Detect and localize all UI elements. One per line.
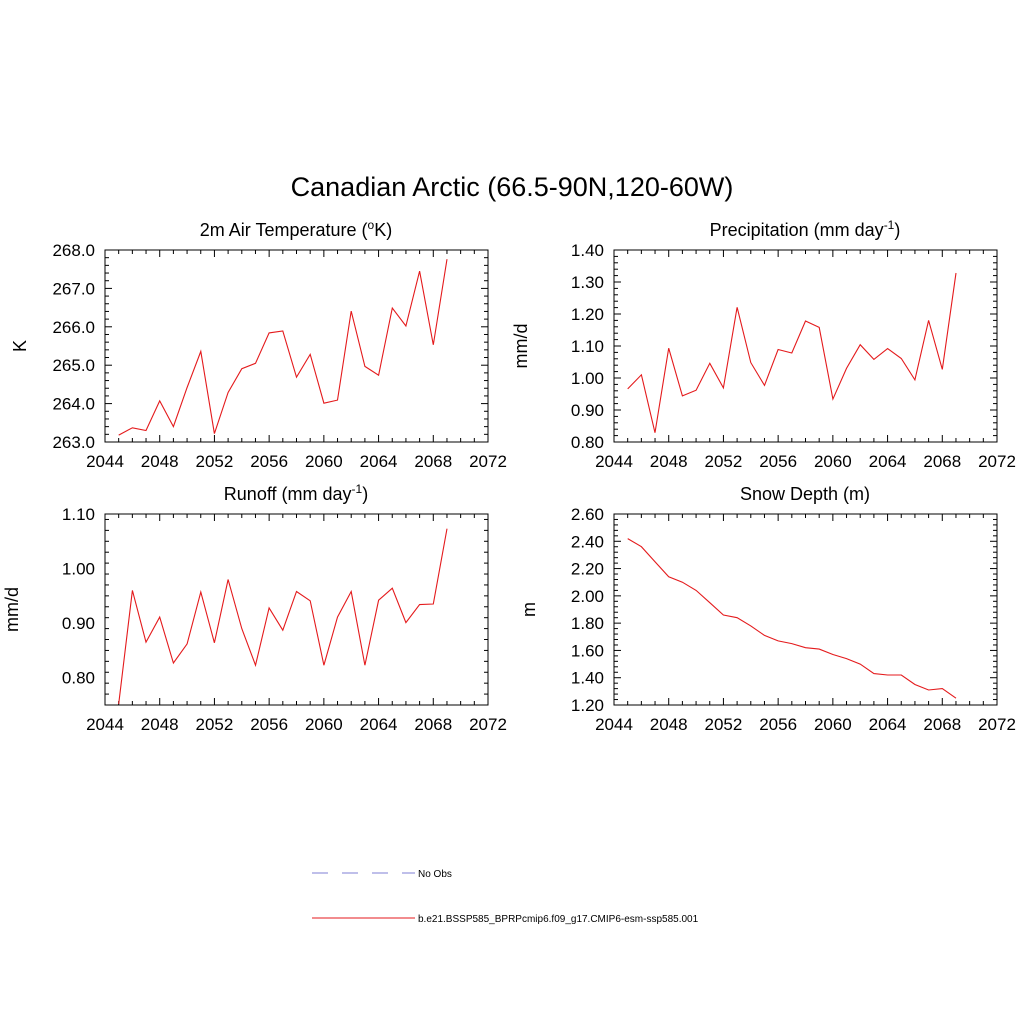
y-tick-label: 1.40 [571,669,604,688]
x-tick-label: 2044 [595,452,633,471]
panel-title-main: Precipitation (mm day [710,220,884,240]
y-axis-label: mm/d [511,324,531,369]
x-tick-label: 2072 [978,715,1016,734]
y-tick-label: 0.80 [571,433,604,452]
y-tick-label: 263.0 [52,433,95,452]
y-tick-label: 2.20 [571,560,604,579]
x-tick-label: 2052 [196,715,234,734]
x-tick-label: 2072 [469,452,507,471]
legend-obs-label: No Obs [418,869,452,880]
y-tick-label: 1.00 [62,560,95,579]
x-tick-label: 2068 [414,715,452,734]
x-tick-label: 2068 [923,452,961,471]
legend: No Obs b.e21.BSSP585_BPRPcmip6.f09_g17.C… [312,869,699,925]
x-tick-label: 2048 [650,715,688,734]
panel-title-main: Snow Depth (m) [740,484,870,504]
panel-title: Precipitation (mm day-1) [710,218,901,240]
chart-panel-2: 2044 2048 2052 2056 2060 2064 2068 2072 0.80 0.90… [511,218,1016,471]
x-tick-label: 2060 [305,715,343,734]
y-tick-label: 1.20 [571,305,604,324]
x-tick-label: 2060 [814,452,852,471]
panel-title-main: 2m Air Temperature ( [200,220,368,240]
x-tick-label: 2056 [759,452,797,471]
chart-panel-1: 2044 2048 2052 2056 2060 2064 2068 2072 263.0 264… [10,218,507,471]
y-axis-label: K [10,340,30,352]
y-tick-label: 1.00 [571,369,604,388]
y-tick-label: 2.00 [571,587,604,606]
chart-panel-4: 2044 2048 2052 2056 2060 2064 2068 2072 1.20 1.40… [519,484,1016,734]
y-tick-label: 264.0 [52,395,95,414]
y-tick-label: 2.60 [571,505,604,524]
x-tick-label: 2064 [360,452,398,471]
x-tick-label: 2056 [250,715,288,734]
y-tick-label: 0.90 [62,614,95,633]
y-tick-label: 1.60 [571,641,604,660]
x-tick-label: 2044 [86,452,124,471]
y-tick-label: 0.80 [62,669,95,688]
x-tick-label: 2048 [141,452,179,471]
x-tick-label: 2056 [250,452,288,471]
plot-frame [104,513,489,706]
plot-frame [613,513,998,706]
x-tick-label: 2052 [196,452,234,471]
x-tick-label: 2068 [923,715,961,734]
x-tick-label: 2060 [814,715,852,734]
panel-title-superscript: o [368,218,375,232]
figure-title: Canadian Arctic (66.5-90N,120-60W) [291,172,734,202]
legend-model-label: b.e21.BSSP585_BPRPcmip6.f09_g17.CMIP6-es… [418,914,699,925]
x-tick-label: 2072 [469,715,507,734]
y-tick-label: 265.0 [52,356,95,375]
y-tick-label: 2.40 [571,532,604,551]
panel-title: Runoff (mm day-1) [224,482,368,504]
y-tick-label: 1.40 [571,241,604,260]
x-tick-label: 2068 [414,452,452,471]
panel-title-superscript: -1 [884,218,895,232]
x-tick-label: 2060 [305,452,343,471]
panel-title-tail: ) [362,484,368,504]
model-series-line [627,272,957,433]
x-tick-label: 2044 [595,715,633,734]
x-tick-label: 2064 [869,452,907,471]
y-tick-label: 1.10 [62,505,95,524]
y-tick-label: 268.0 [52,241,95,260]
x-tick-label: 2048 [650,452,688,471]
plot-frame [613,249,998,443]
panel-title-tail: ) [894,220,900,240]
y-tick-label: 266.0 [52,318,95,337]
model-series-line [118,528,448,704]
y-axis-label: mm/d [2,587,22,632]
y-tick-label: 1.30 [571,273,604,292]
x-tick-label: 2048 [141,715,179,734]
plot-frame [104,249,489,443]
y-tick-label: 0.90 [571,401,604,420]
chart-panels: 2044 2048 2052 2056 2060 2064 2068 2072 263.0 264… [2,218,1016,734]
panel-title-main: Runoff (mm day [224,484,352,504]
x-tick-label: 2056 [759,715,797,734]
x-tick-label: 2052 [705,715,743,734]
model-series-line [627,538,957,699]
y-axis-label: m [519,602,539,617]
panel-title: 2m Air Temperature (oK) [200,218,392,240]
model-series-line [118,259,448,436]
x-tick-label: 2064 [869,715,907,734]
x-tick-label: 2064 [360,715,398,734]
panel-title: Snow Depth (m) [740,484,870,504]
x-tick-label: 2052 [705,452,743,471]
y-tick-label: 1.20 [571,696,604,715]
panel-title-superscript: -1 [352,482,363,496]
y-tick-label: 1.80 [571,614,604,633]
chart-panel-3: 2044 2048 2052 2056 2060 2064 2068 2072 0.80 0.90… [2,482,507,734]
panel-title-tail: K) [374,220,392,240]
x-tick-label: 2044 [86,715,124,734]
y-tick-label: 267.0 [52,279,95,298]
y-tick-label: 1.10 [571,337,604,356]
x-tick-label: 2072 [978,452,1016,471]
